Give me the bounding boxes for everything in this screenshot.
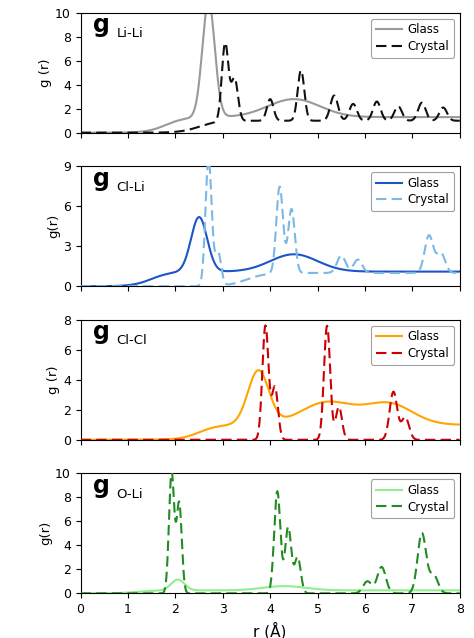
Text: $\mathbf{g}$: $\mathbf{g}$ <box>92 170 109 193</box>
X-axis label: r (Å): r (Å) <box>254 621 287 638</box>
Text: Cl-Li: Cl-Li <box>117 181 146 194</box>
Y-axis label: g (r): g (r) <box>47 366 60 394</box>
Text: Li-Li: Li-Li <box>117 27 143 40</box>
Text: O-Li: O-Li <box>117 488 143 501</box>
Y-axis label: g (r): g (r) <box>39 59 52 87</box>
Text: $\mathbf{g}$: $\mathbf{g}$ <box>92 323 109 346</box>
Legend: Glass, Crystal: Glass, Crystal <box>371 172 454 211</box>
Text: Cl-Cl: Cl-Cl <box>117 334 147 347</box>
Y-axis label: g(r): g(r) <box>47 214 60 239</box>
Text: $\mathbf{g}$: $\mathbf{g}$ <box>92 477 109 500</box>
Y-axis label: g(r): g(r) <box>39 521 52 545</box>
Legend: Glass, Crystal: Glass, Crystal <box>371 326 454 365</box>
Legend: Glass, Crystal: Glass, Crystal <box>371 479 454 518</box>
Legend: Glass, Crystal: Glass, Crystal <box>371 19 454 57</box>
Text: $\mathbf{g}$: $\mathbf{g}$ <box>92 17 109 40</box>
